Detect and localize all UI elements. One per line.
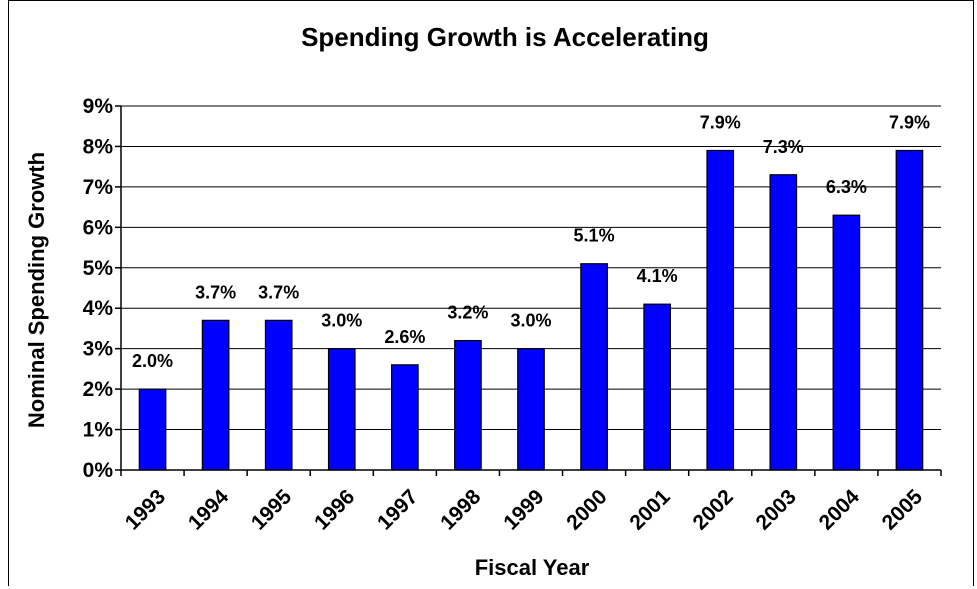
x-axis-ticks: 1993 1994 1995 1996 1997 1998 1999 2000 2001 2002… [120,470,942,535]
x-tick-label: 2000 [562,485,611,534]
x-tick-label: 1999 [499,485,548,534]
bar-2004 [832,214,861,471]
data-label-1999: 3.0% [510,311,551,331]
data-label-1996: 3.0% [321,311,362,331]
x-axis-label: Fiscal Year [475,555,590,580]
y-tick-label: 4% [83,297,114,320]
x-tick-label: 2003 [752,485,801,534]
x-tick-label: 1997 [373,485,422,534]
x-tick-label: 1993 [121,485,170,534]
y-tick-label: 0% [83,459,114,482]
data-label-2000: 5.1% [574,226,615,246]
y-tick-label: 6% [83,216,114,239]
data-label-1997: 2.6% [384,327,425,347]
y-tick-label: 2% [83,378,114,401]
bar-1997 [391,364,419,471]
chart-title: Spending Growth is Accelerating [301,22,709,52]
bar-1999 [517,348,545,471]
x-tick-label: 2004 [815,485,865,535]
bar-1996 [327,348,356,471]
bar-2000 [580,263,608,471]
x-tick-label: 1998 [436,485,486,535]
y-tick-label: 3% [83,338,114,361]
bar-1993 [138,388,167,471]
data-label-2004: 6.3% [826,177,867,197]
data-label-1993: 2.0% [132,351,173,371]
bar-2002 [706,149,735,471]
x-tick-label: 2002 [688,485,737,534]
y-tick-label: 8% [83,135,114,158]
bar-2005 [895,149,924,471]
bar-2003 [769,174,798,471]
data-label-1998: 3.2% [447,303,488,323]
data-label-2002: 7.9% [700,112,741,132]
x-tick-label: 1994 [184,485,234,535]
bar-1995 [264,319,293,471]
bar-1994 [201,319,230,471]
x-tick-label: 2005 [878,485,928,535]
data-labels: 2.0% 3.7% 3.7% 3.0% 2.6% 3.2% 3.0% 5.1% 4.1% 7.9%… [132,112,930,371]
bar-2001 [643,303,672,471]
data-label-2003: 7.3% [763,137,804,157]
y-tick-label: 1% [83,419,114,442]
data-label-1995: 3.7% [258,282,299,302]
data-label-1994: 3.7% [195,282,236,302]
chart-frame [8,0,974,586]
y-axis-ticks: 0% 1% 2% 3% 4% 5% 6% 7% 8% 9% [83,95,121,482]
y-axis-label: Nominal Spending Growth [24,152,49,428]
x-tick-label: 1996 [310,485,359,534]
y-tick-label: 7% [83,176,114,199]
y-tick-label: 9% [83,95,114,118]
gridlines [121,105,941,431]
bars [138,149,924,471]
data-label-2001: 4.1% [637,266,678,286]
data-label-2005: 7.9% [889,112,930,132]
y-tick-label: 5% [83,257,114,280]
x-tick-label: 1995 [247,485,297,535]
x-tick-label: 2001 [625,485,675,535]
bar-1998 [454,339,482,471]
